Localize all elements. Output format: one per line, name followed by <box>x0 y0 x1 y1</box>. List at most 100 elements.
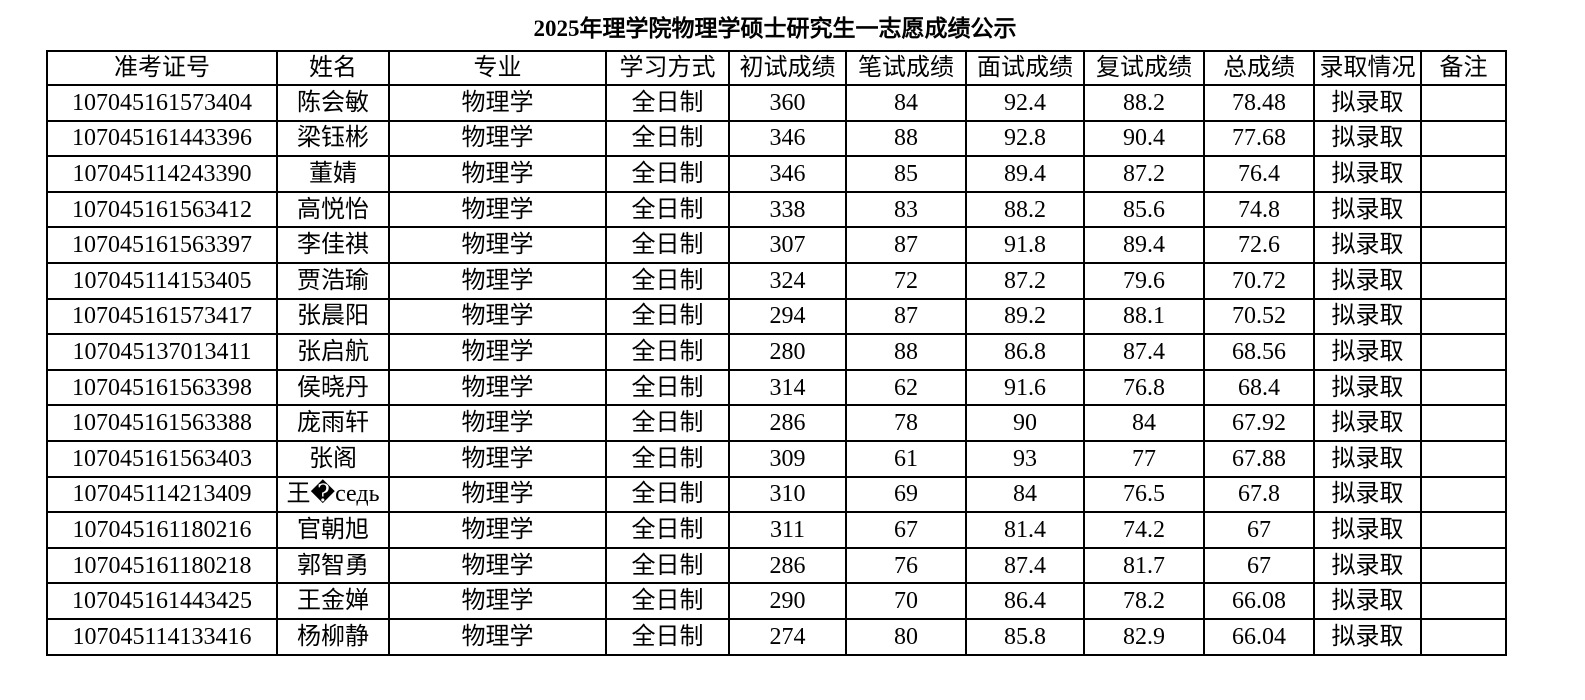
table-cell: 77 <box>1083 439 1205 478</box>
table-row: 107045114243390 董婧 物理学 全日制 346 85 89.4 87.2 76.4… <box>46 155 1507 193</box>
table-cell: 88.2 <box>1083 84 1205 122</box>
table-cell: 107045161573417 <box>46 297 278 336</box>
table-cell: 311 <box>728 511 847 549</box>
table-cell: 61 <box>845 439 967 478</box>
table-cell: 107045137013411 <box>46 333 278 371</box>
table-cell: 91.6 <box>965 368 1085 407</box>
table-cell: 张阁 <box>276 439 390 478</box>
table-cell: 全日制 <box>605 190 730 229</box>
table-cell: 87.4 <box>965 546 1085 585</box>
table-cell: 物理学 <box>388 84 607 122</box>
table-row: 107045161563398 侯晓丹 物理学 全日制 314 62 91.6 76.8 68.… <box>46 368 1507 407</box>
table-cell: 286 <box>728 404 847 442</box>
table-cell: 67.92 <box>1203 404 1315 442</box>
table-cell: 82.9 <box>1083 617 1205 656</box>
table-cell: 81.7 <box>1083 546 1205 585</box>
table-cell: 89.4 <box>965 155 1085 193</box>
table-cell: 全日制 <box>605 333 730 371</box>
table-cell: 107045161563403 <box>46 439 278 478</box>
table-cell: 物理学 <box>388 155 607 193</box>
table-cell: 78.48 <box>1203 84 1315 122</box>
table-cell <box>1420 84 1507 122</box>
table-cell: 全日制 <box>605 84 730 122</box>
table-cell: 杨柳静 <box>276 617 390 656</box>
table-cell: 87.4 <box>1083 333 1205 371</box>
table-cell: 拟录取 <box>1313 84 1422 122</box>
table-cell: 拟录取 <box>1313 190 1422 229</box>
table-cell: 拟录取 <box>1313 546 1422 585</box>
table-cell: 72 <box>845 261 967 300</box>
table-cell: 李佳祺 <box>276 226 390 264</box>
table-cell <box>1420 333 1507 371</box>
table-cell: 92.4 <box>965 84 1085 122</box>
table-cell <box>1420 475 1507 514</box>
table-row: 107045114153405 贾浩瑜 物理学 全日制 324 72 87.2 79.6 70.… <box>46 261 1507 300</box>
table-cell: 拟录取 <box>1313 368 1422 407</box>
table-cell: 84 <box>965 475 1085 514</box>
table-cell: 全日制 <box>605 404 730 442</box>
table-cell: 物理学 <box>388 617 607 656</box>
table-cell: 84 <box>1083 404 1205 442</box>
table-cell: 88 <box>845 333 967 371</box>
table-cell: 郭智勇 <box>276 546 390 585</box>
table-row: 107045161563388 庞雨轩 物理学 全日制 286 78 90 84 67.92 拟录… <box>46 404 1507 442</box>
table-cell: 274 <box>728 617 847 656</box>
table-cell: 贾浩瑜 <box>276 261 390 300</box>
table-cell: 梁钰彬 <box>276 119 390 158</box>
table-cell: 物理学 <box>388 226 607 264</box>
table-cell: 陈会敏 <box>276 84 390 122</box>
table-cell: 107045114213409 <box>46 475 278 514</box>
table-cell: 拟录取 <box>1313 226 1422 264</box>
table-cell: 高悦怡 <box>276 190 390 229</box>
table-cell: 全日制 <box>605 546 730 585</box>
table-cell: 官朝旭 <box>276 511 390 549</box>
column-header: 姓名 <box>276 50 390 86</box>
table-cell: 拟录取 <box>1313 511 1422 549</box>
table-cell: 69 <box>845 475 967 514</box>
table-cell: 76 <box>845 546 967 585</box>
table-cell: 107045114153405 <box>46 261 278 300</box>
table-cell: 67 <box>1203 511 1315 549</box>
table-cell: 物理学 <box>388 439 607 478</box>
table-cell: 拟录取 <box>1313 297 1422 336</box>
table-cell: 拟录取 <box>1313 617 1422 656</box>
table-cell: 87 <box>845 226 967 264</box>
table-cell: 70 <box>845 582 967 620</box>
table-row: 107045161443425 王金婵 物理学 全日制 290 70 86.4 78.2 66.… <box>46 582 1507 620</box>
table-cell: 107045161443425 <box>46 582 278 620</box>
score-table: 准考证号 姓名 专业 学习方式 初试成绩 笔试成绩 面试成绩 复试成绩 总成绩 录取情况 备注 10… <box>46 50 1507 656</box>
table-cell: 346 <box>728 119 847 158</box>
table-cell: 全日制 <box>605 511 730 549</box>
table-cell: 89.4 <box>1083 226 1205 264</box>
table-cell: 72.6 <box>1203 226 1315 264</box>
table-cell: 107045161563398 <box>46 368 278 407</box>
table-cell: 83 <box>845 190 967 229</box>
column-header: 录取情况 <box>1313 50 1422 86</box>
table-cell: 物理学 <box>388 404 607 442</box>
table-cell: 290 <box>728 582 847 620</box>
table-cell: 68.4 <box>1203 368 1315 407</box>
table-cell: 78.2 <box>1083 582 1205 620</box>
table-cell: 84 <box>845 84 967 122</box>
column-header: 专业 <box>388 50 607 86</box>
table-cell: 67 <box>1203 546 1315 585</box>
table-cell: 107045161180218 <box>46 546 278 585</box>
table-cell: 286 <box>728 546 847 585</box>
table-cell: 全日制 <box>605 119 730 158</box>
table-cell <box>1420 155 1507 193</box>
table-cell <box>1420 546 1507 585</box>
table-cell: 全日制 <box>605 439 730 478</box>
table-cell: 87.2 <box>1083 155 1205 193</box>
table-cell <box>1420 190 1507 229</box>
table-cell: 91.8 <box>965 226 1085 264</box>
table-cell <box>1420 226 1507 264</box>
table-row: 107045161443396 梁钰彬 物理学 全日制 346 88 92.8 90.4 77.… <box>46 119 1507 158</box>
table-cell: 物理学 <box>388 261 607 300</box>
table-cell <box>1420 261 1507 300</box>
table-cell: 拟录取 <box>1313 333 1422 371</box>
table-cell: 89.2 <box>965 297 1085 336</box>
table-row: 107045161573417 张晨阳 物理学 全日制 294 87 89.2 88.1 70.… <box>46 297 1507 336</box>
table-cell: 88.2 <box>965 190 1085 229</box>
table-cell <box>1420 511 1507 549</box>
table-cell: 92.8 <box>965 119 1085 158</box>
